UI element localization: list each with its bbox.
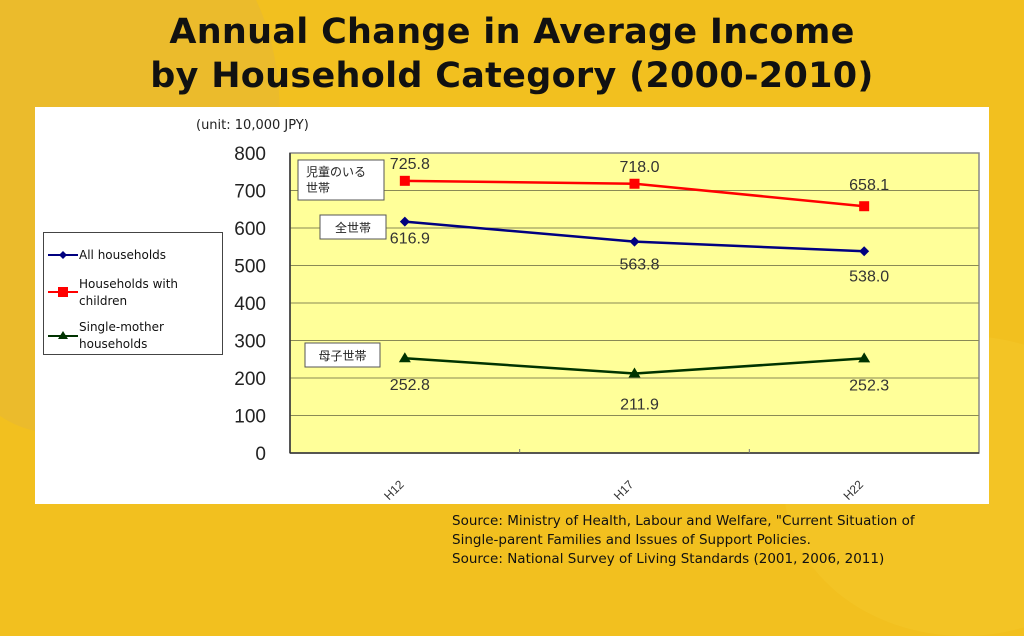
y-tick-label: 100 [234, 407, 266, 428]
series-tag-children [297, 159, 385, 201]
data-point-all [629, 236, 640, 247]
unit-label: (unit: 10,000 JPY) [196, 118, 309, 133]
data-label-single_mother: 211.9 [620, 397, 659, 414]
legend-label: households [79, 337, 148, 351]
series-tag-all [319, 214, 387, 240]
y-tick-label: 600 [234, 219, 266, 240]
page-title: Annual Change in Average Income by House… [0, 10, 1024, 98]
y-tick-label: 300 [234, 332, 266, 353]
y-tick-label: 400 [234, 294, 266, 315]
data-point-single_mother [628, 367, 641, 378]
series-tag-single_mother [304, 342, 381, 368]
legend-label: Households with [79, 277, 179, 291]
legend-label: All households [79, 248, 167, 262]
data-point-children [629, 178, 640, 189]
diamond-marker-icon [48, 251, 78, 259]
data-label-single_mother: 252.3 [849, 377, 889, 394]
y-tick-label: 200 [234, 369, 266, 390]
data-label-all: 538.0 [849, 268, 889, 285]
x-tick-label: H17 [611, 477, 637, 503]
data-label-children: 658.1 [849, 177, 889, 194]
data-label-children: 718.0 [619, 159, 659, 176]
square-marker-icon [48, 287, 78, 297]
legend: All households Households with children … [43, 232, 223, 355]
y-tick-label: 500 [234, 257, 266, 278]
source-line-1: Source: Ministry of Health, Labour and W… [452, 513, 915, 529]
data-label-all: 616.9 [390, 231, 430, 248]
triangle-marker-icon [48, 331, 78, 339]
data-point-single_mother [858, 352, 871, 363]
x-tick-label: H22 [841, 477, 867, 503]
x-tick-label: H12 [381, 477, 407, 503]
source-line-2: Single-parent Families and Issues of Sup… [452, 532, 811, 548]
y-tick-label: 700 [234, 182, 266, 203]
series-tag-text: 全世帯 [335, 220, 371, 235]
data-label-all: 563.8 [619, 257, 659, 274]
legend-label: children [79, 294, 128, 308]
data-label-children: 725.8 [390, 156, 430, 173]
series-tag-text: 世帯 [306, 181, 330, 195]
legend-label: Single-mother [79, 320, 164, 334]
data-point-all [399, 216, 410, 227]
source-line-3: Source: National Survey of Living Standa… [452, 551, 885, 567]
series-tag-text: 児童のいる [306, 164, 366, 179]
y-tick-label: 800 [234, 144, 266, 165]
data-point-single_mother [398, 352, 411, 363]
line-chart: 0 100 200 300 400 500 600 700 800 H12 H17 H22 725.8 7… [234, 144, 980, 503]
data-point-children [859, 201, 870, 212]
y-tick-label: 0 [255, 444, 266, 465]
title-line-1: Annual Change in Average Income [169, 12, 855, 52]
data-point-all [859, 246, 870, 257]
data-label-single_mother: 252.8 [390, 377, 430, 394]
source-note: Source: Ministry of Health, Labour and W… [452, 512, 915, 569]
title-line-2: by Household Category (2000-2010) [150, 56, 874, 96]
data-point-children [399, 175, 410, 186]
series-tag-text: 母子世帯 [318, 349, 366, 363]
